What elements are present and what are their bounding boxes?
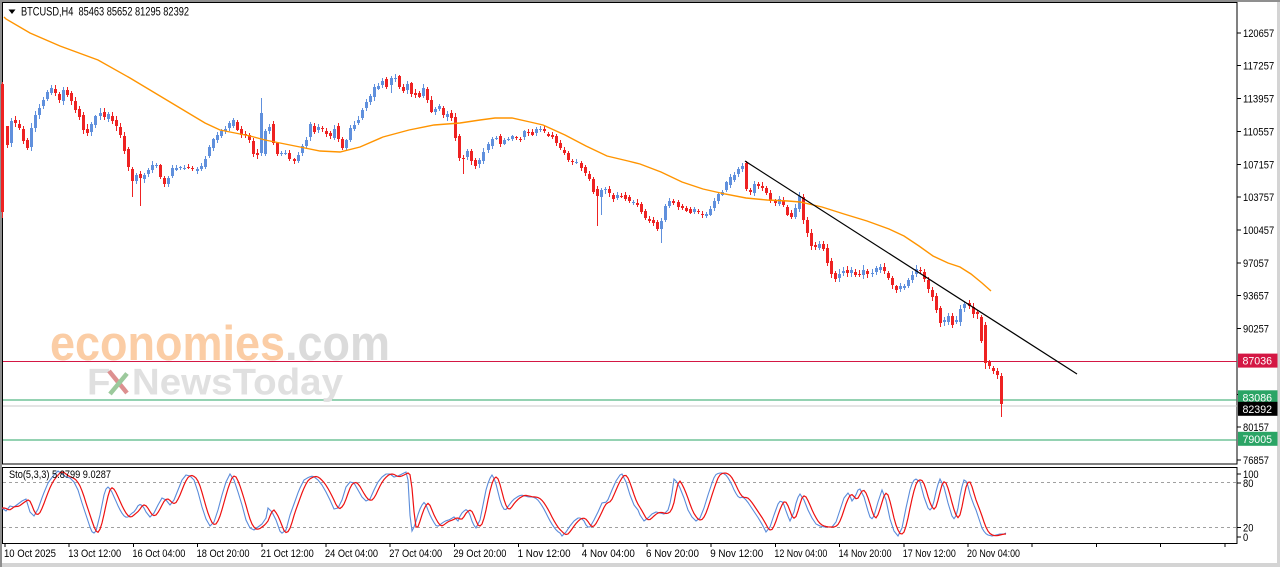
svg-text:16 Oct 04:00: 16 Oct 04:00 [132,548,185,560]
svg-text:83086: 83086 [1243,392,1273,404]
svg-text:80: 80 [1243,478,1253,490]
svg-text:21 Oct 12:00: 21 Oct 12:00 [261,548,314,560]
svg-text:Sto(5,3,3) 5.8799 9.0287: Sto(5,3,3) 5.8799 9.0287 [9,469,111,481]
svg-text:BTCUSD,H4 85463 85652 81295 8: BTCUSD,H4 85463 85652 81295 82392 [21,7,189,19]
svg-text:14 Nov 20:00: 14 Nov 20:00 [839,548,892,560]
svg-text:6 Nov 20:00: 6 Nov 20:00 [646,548,699,560]
svg-text:93657: 93657 [1243,291,1269,303]
svg-text:27 Oct 04:00: 27 Oct 04:00 [389,548,442,560]
svg-text:113957: 113957 [1243,94,1274,106]
svg-text:FxNewsToday: FxNewsToday [87,362,343,403]
svg-text:76857: 76857 [1243,455,1269,467]
svg-text:100: 100 [1243,469,1259,481]
svg-text:80157: 80157 [1243,422,1269,434]
svg-text:79005: 79005 [1243,434,1273,446]
svg-text:107157: 107157 [1243,159,1274,171]
svg-text:29 Oct 20:00: 29 Oct 20:00 [453,548,506,560]
svg-text:20 Nov 04:00: 20 Nov 04:00 [967,548,1020,560]
svg-text:82392: 82392 [1243,404,1273,416]
svg-text:117257: 117257 [1243,61,1274,73]
svg-text:103757: 103757 [1243,192,1274,204]
svg-text:13 Oct 12:00: 13 Oct 12:00 [68,548,121,560]
svg-text:24 Oct 04:00: 24 Oct 04:00 [325,548,378,560]
svg-text:4 Nov 04:00: 4 Nov 04:00 [582,548,635,560]
svg-text:90257: 90257 [1243,324,1269,336]
svg-text:18 Oct 20:00: 18 Oct 20:00 [197,548,250,560]
svg-text:10 Oct 2025: 10 Oct 2025 [4,548,56,560]
svg-text:12 Nov 04:00: 12 Nov 04:00 [774,548,827,560]
svg-text:17 Nov 12:00: 17 Nov 12:00 [903,548,956,560]
svg-text:110557: 110557 [1243,126,1274,138]
svg-text:9 Nov 12:00: 9 Nov 12:00 [710,548,763,560]
svg-text:100457: 100457 [1243,225,1274,237]
svg-text:120657: 120657 [1243,28,1274,40]
svg-text:economies.com: economies.com [50,317,390,371]
svg-text:20: 20 [1243,522,1253,534]
svg-text:1 Nov 12:00: 1 Nov 12:00 [518,548,571,560]
svg-text:0: 0 [1243,532,1248,544]
svg-text:87036: 87036 [1243,356,1273,368]
svg-text:97057: 97057 [1243,258,1269,270]
